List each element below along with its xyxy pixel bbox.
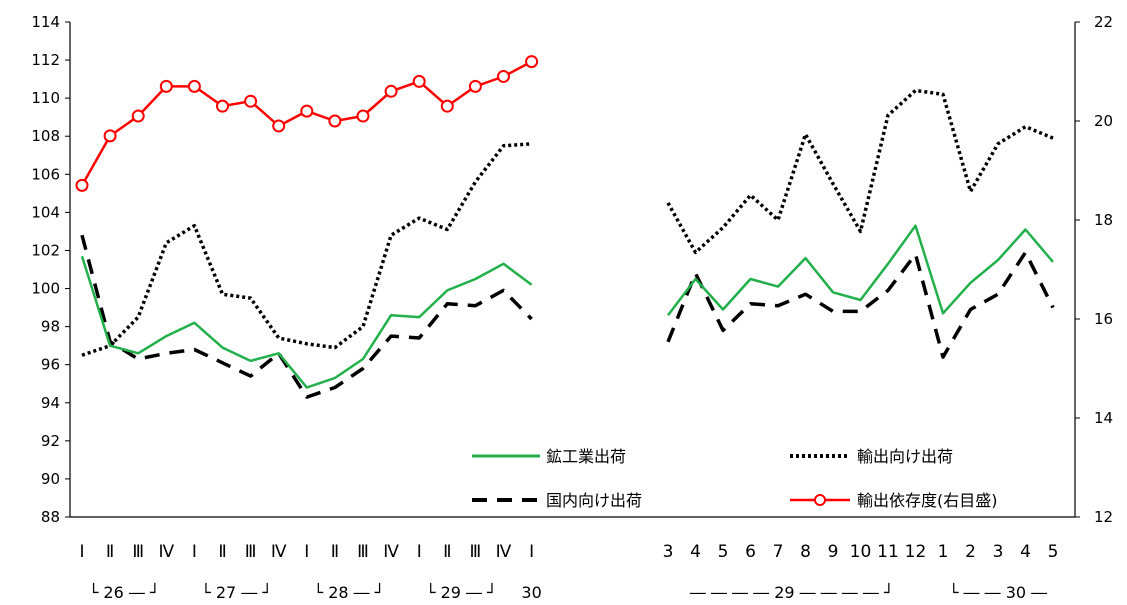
y-tick-label-left: 94 [41, 394, 60, 412]
y-tick-label-left: 106 [31, 165, 60, 183]
y-tick-label-right: 12 [1094, 508, 1113, 526]
x-group-label-year: └ 27 ― ┘ [201, 582, 272, 602]
data-point-dependency [468, 79, 482, 93]
data-point-dependency [216, 99, 229, 113]
x-tick-label-quarter: Ⅰ [529, 542, 534, 562]
legend-label-export: 輸出向け出荷 [857, 447, 953, 466]
x-tick-label-quarter: Ⅲ [357, 542, 369, 562]
y-tick-label-left: 102 [31, 241, 60, 259]
data-point-dependency [187, 79, 201, 93]
y-tick-label-left: 88 [41, 508, 60, 526]
x-tick-label-month: 6 [745, 542, 756, 562]
x-tick-label-month: 5 [1048, 542, 1059, 562]
y-tick-label-left: 110 [31, 89, 60, 107]
legend: 鉱工業出荷 輸出向け出荷 国内向け出荷 輸出依存度(右目盛) [472, 447, 998, 510]
x-tick-label-month: 9 [828, 542, 839, 562]
x-tick-label-quarter: Ⅱ [218, 542, 226, 562]
y-tick-label-left: 104 [31, 203, 60, 221]
x-group-label-year: └ 28 ― ┘ [314, 582, 385, 602]
x-tick-label-quarter: Ⅱ [331, 542, 339, 562]
data-point-dependency [75, 178, 89, 192]
x-group-label-year: └ ― ― 30 ― [949, 582, 1047, 602]
x-tick-label-quarter: Ⅰ [79, 542, 84, 562]
y-tick-label-left: 100 [31, 280, 60, 298]
data-point-dependency [103, 129, 117, 143]
data-point-dependency [159, 79, 173, 93]
y-tick-label-left: 96 [41, 356, 60, 374]
axes: 8890929496981001021041061081101121141214… [31, 13, 1113, 602]
y-tick-label-right: 18 [1094, 211, 1113, 229]
series-line-domestic-monthly [666, 250, 1055, 359]
x-tick-label-quarter: Ⅳ [158, 542, 174, 562]
x-tick-label-quarter: Ⅳ [496, 542, 512, 562]
data-point-dependency [497, 69, 510, 83]
x-tick-label-quarter: Ⅳ [271, 542, 287, 562]
x-tick-label-month: 10 [850, 542, 872, 562]
x-tick-label-quarter: Ⅰ [417, 542, 422, 562]
y-tick-label-left: 114 [31, 13, 60, 31]
plot-area [75, 55, 1055, 399]
y-tick-label-right: 22 [1094, 13, 1113, 31]
x-tick-label-quarter: Ⅲ [245, 542, 257, 562]
legend-label-mining: 鉱工業出荷 [546, 447, 626, 466]
series-line-export-monthly [666, 88, 1054, 255]
x-tick-label-month: 7 [773, 542, 784, 562]
data-point-dependency [412, 74, 426, 88]
y-tick-label-left: 90 [41, 470, 60, 488]
y-tick-label-left: 98 [41, 318, 60, 336]
data-point-dependency [244, 94, 258, 108]
x-tick-label-month: 2 [965, 542, 976, 562]
x-tick-label-month: 4 [1020, 542, 1031, 562]
y-tick-label-left: 112 [31, 51, 60, 69]
legend-marker-dependency [814, 494, 826, 506]
x-tick-label-month: 4 [690, 542, 701, 562]
series-line-export-quarterly [81, 142, 532, 357]
y-tick-label-left: 108 [31, 127, 60, 145]
y-tick-label-right: 16 [1094, 310, 1113, 328]
data-point-dependency [328, 114, 342, 128]
legend-label-domestic: 国内向け出荷 [546, 491, 642, 510]
x-tick-label-quarter: Ⅳ [383, 542, 399, 562]
x-tick-label-month: 12 [905, 542, 927, 562]
y-tick-label-right: 20 [1094, 112, 1113, 130]
data-point-dependency [440, 99, 454, 113]
x-tick-label-month: 11 [877, 542, 899, 562]
x-group-label-year: ― ― ― ― 29 ― ― ― ― ┘ [690, 582, 894, 602]
legend-label-dependency: 輸出依存度(右目盛) [857, 491, 998, 510]
x-tick-label-month: 8 [800, 542, 811, 562]
x-tick-label-month: 5 [718, 542, 729, 562]
series-line-mining-quarterly [80, 255, 533, 389]
y-tick-label-left: 92 [41, 432, 60, 450]
x-tick-label-quarter: Ⅱ [106, 542, 114, 562]
series-line-mining-monthly [667, 224, 1054, 316]
x-tick-label-quarter: Ⅰ [304, 542, 309, 562]
x-tick-label-month: 1 [938, 542, 949, 562]
series-line-dependency-quarterly [80, 60, 533, 187]
x-tick-label-quarter: Ⅰ [192, 542, 197, 562]
data-point-dependency [300, 104, 314, 118]
data-point-dependency [384, 84, 398, 98]
series-line-domestic-quarterly [80, 234, 533, 399]
y-tick-label-right: 14 [1094, 409, 1113, 427]
x-tick-label-quarter: Ⅲ [470, 542, 482, 562]
x-tick-label-month: 3 [993, 542, 1004, 562]
x-tick-label-quarter: Ⅲ [132, 542, 144, 562]
data-point-dependency [131, 109, 145, 123]
x-tick-label-quarter: Ⅱ [443, 542, 451, 562]
data-point-dependency [525, 55, 539, 69]
x-tick-label-month: 3 [663, 542, 674, 562]
x-group-label-year: 30 [521, 583, 541, 602]
data-point-dependency [356, 109, 370, 123]
x-group-label-year: └ 29 ― ┘ [426, 582, 497, 602]
x-group-label-year: └ 26 ― ┘ [89, 582, 160, 602]
data-point-dependency [272, 119, 286, 133]
